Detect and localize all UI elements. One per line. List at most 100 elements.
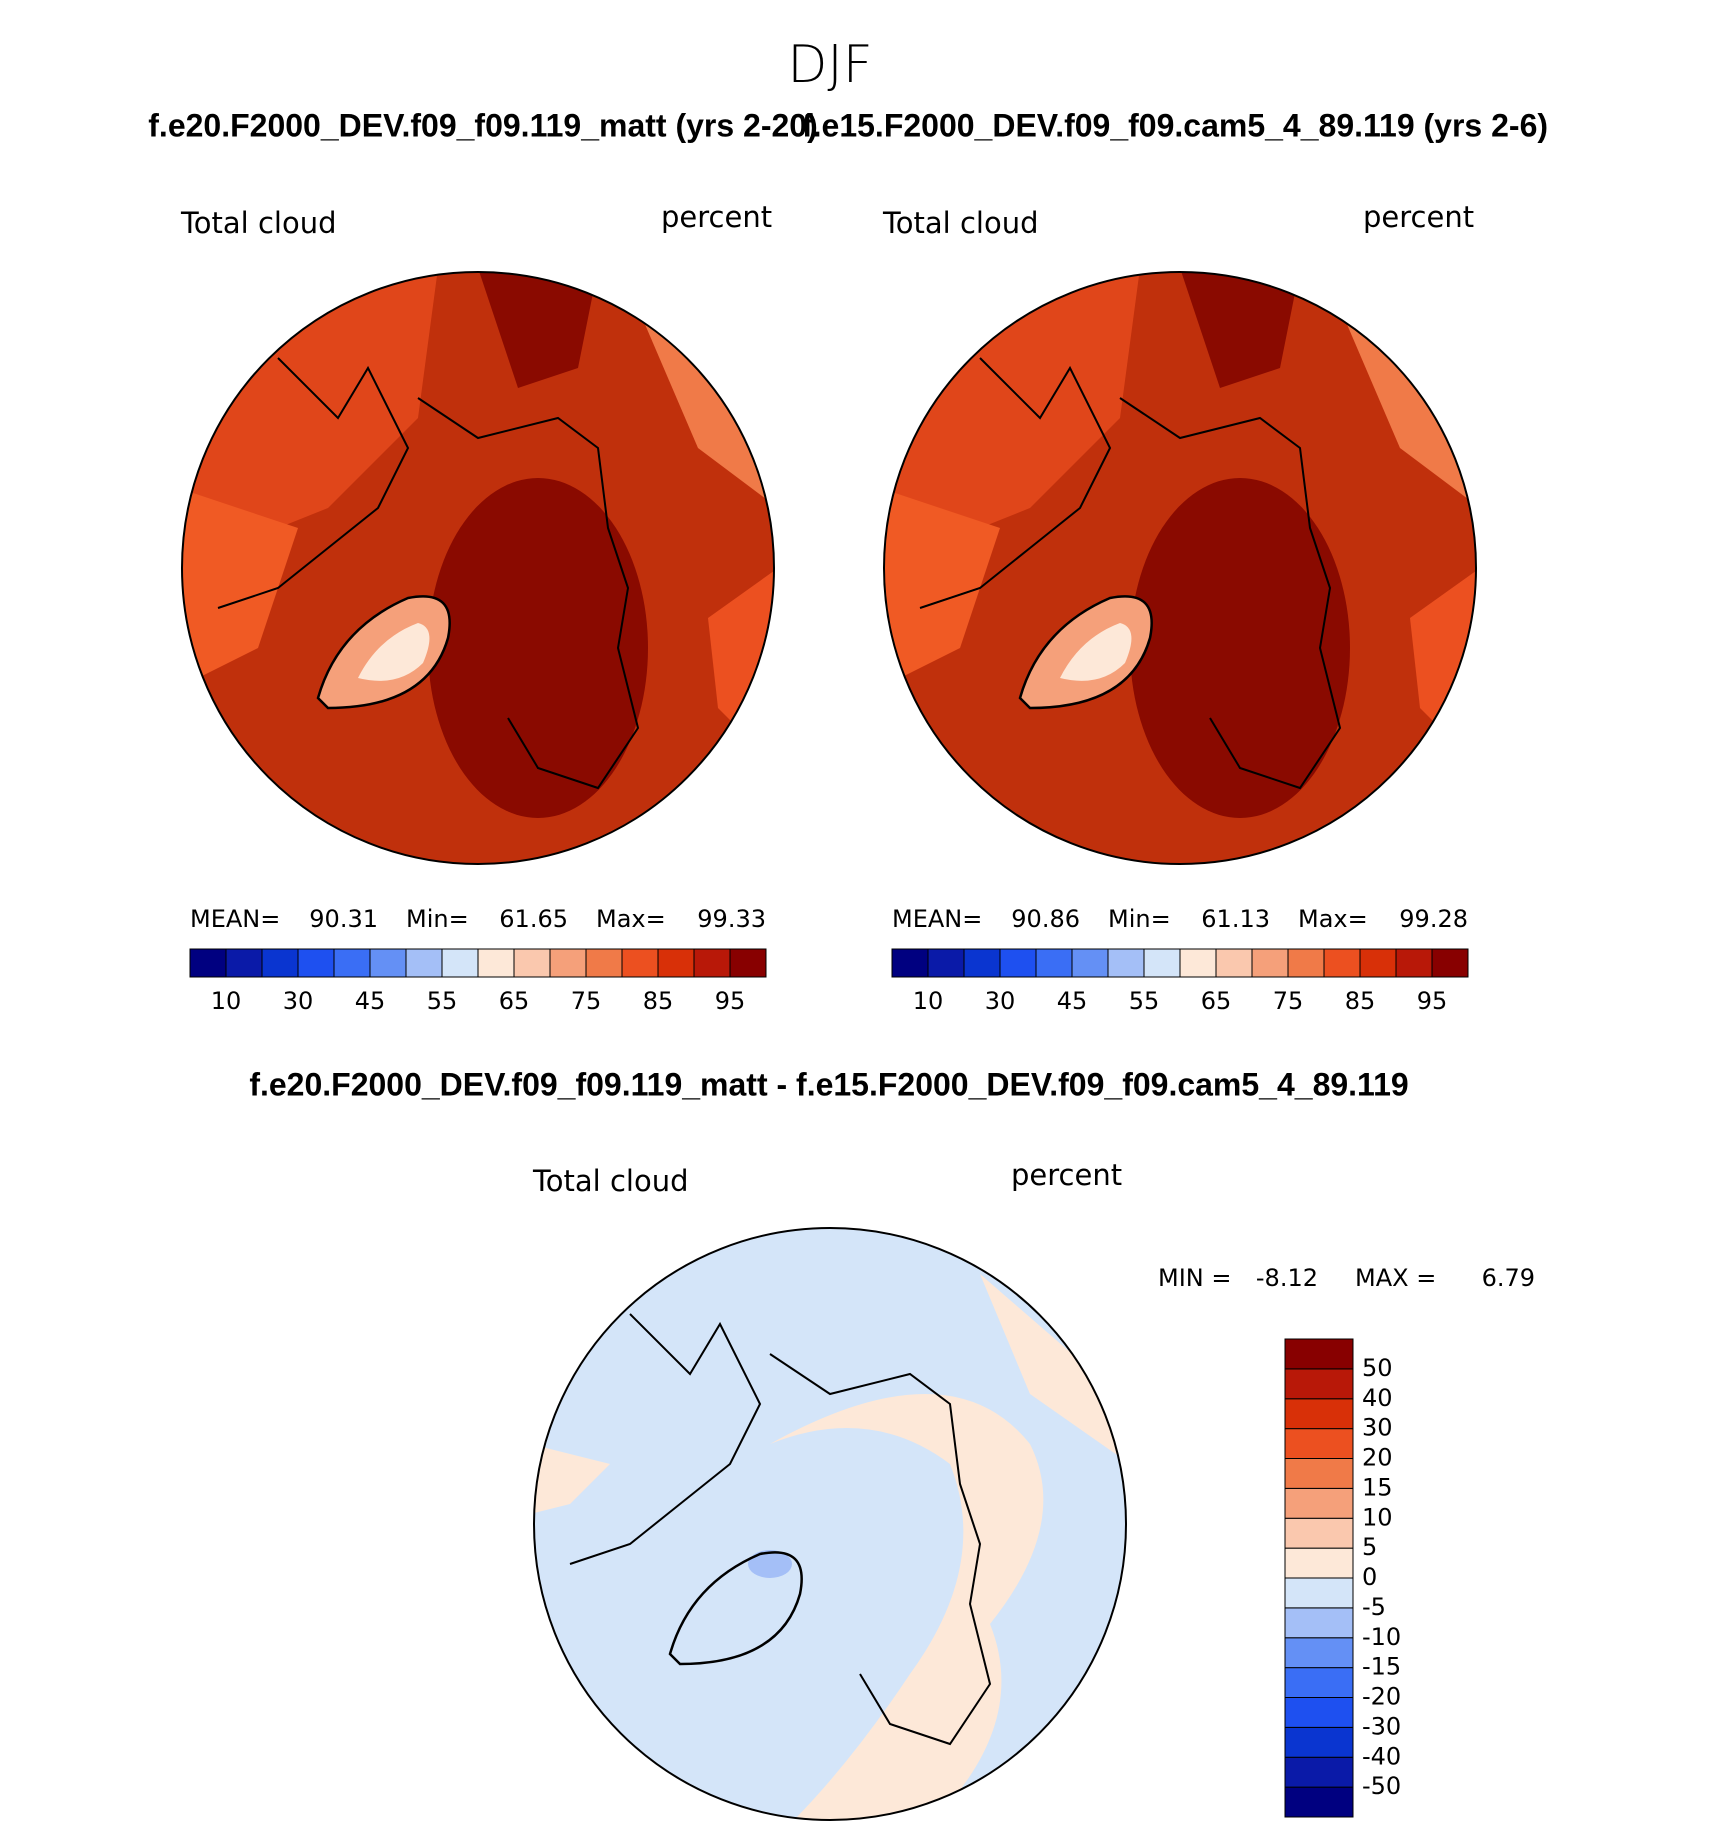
stat-label: MEAN= bbox=[190, 905, 280, 933]
colorbar-box bbox=[1284, 1786, 1354, 1818]
colorbar-box bbox=[261, 948, 299, 978]
colorbar-label: 0 bbox=[1362, 1563, 1377, 1591]
colorbar-label: 15 bbox=[1362, 1473, 1393, 1501]
colorbar-box bbox=[1284, 1398, 1354, 1430]
colorbar-box bbox=[729, 948, 767, 978]
colorbar-label: 10 bbox=[211, 987, 242, 1015]
colorbar-box bbox=[477, 948, 515, 978]
colorbar-box bbox=[1284, 1667, 1354, 1698]
stat-value: 99.33 bbox=[697, 905, 766, 933]
colorbar-label: 5 bbox=[1362, 1533, 1377, 1561]
stat-label: Min= bbox=[406, 905, 469, 933]
variable-label: Total cloud bbox=[180, 206, 336, 240]
colorbar-box bbox=[225, 948, 263, 978]
colorbar-box bbox=[621, 948, 659, 978]
colorbar-label: 45 bbox=[355, 987, 386, 1015]
colorbar-label: 85 bbox=[1345, 987, 1376, 1015]
map-left bbox=[178, 268, 778, 868]
colorbar-label: 55 bbox=[1129, 987, 1160, 1015]
colorbar-label: 95 bbox=[1417, 987, 1448, 1015]
colorbar-box bbox=[963, 948, 1001, 978]
colorbar-label: 30 bbox=[1362, 1414, 1393, 1442]
variable-label: Total cloud bbox=[532, 1164, 688, 1198]
colorbar-label: -30 bbox=[1362, 1712, 1401, 1740]
colorbar-box bbox=[1284, 1726, 1354, 1758]
map-right bbox=[880, 268, 1480, 868]
stat-value: 90.86 bbox=[1011, 905, 1080, 933]
colorbar-label: 95 bbox=[715, 987, 746, 1015]
colorbar-label: -5 bbox=[1362, 1593, 1386, 1621]
stat-value: 90.31 bbox=[309, 905, 378, 933]
colorbar-label: 65 bbox=[499, 987, 530, 1015]
colorbar-box bbox=[1107, 948, 1145, 978]
colorbar-box bbox=[999, 948, 1037, 978]
colorbar-box bbox=[1179, 948, 1217, 978]
stat-value: 6.79 bbox=[1482, 1264, 1535, 1292]
colorbar-label: 85 bbox=[643, 987, 674, 1015]
stat-label: MAX = bbox=[1355, 1264, 1436, 1292]
colorbar-box bbox=[441, 948, 479, 978]
stat-label: Min= bbox=[1108, 905, 1171, 933]
panel-title: f.e20.F2000_DEV.f09_f09.119_matt (yrs 2-… bbox=[148, 107, 817, 143]
colorbar-label: 30 bbox=[985, 987, 1016, 1015]
colorbar-box bbox=[1071, 948, 1109, 978]
colorbar-box bbox=[891, 948, 929, 978]
colorbar-label: 20 bbox=[1362, 1444, 1393, 1472]
colorbar-box bbox=[1284, 1338, 1354, 1370]
colorbar-box bbox=[1287, 948, 1325, 978]
colorbar-label: 10 bbox=[1362, 1503, 1393, 1531]
colorbar-box bbox=[549, 948, 587, 978]
colorbar-box bbox=[1215, 948, 1253, 978]
colorbar-label: -10 bbox=[1362, 1623, 1401, 1651]
colorbar-label: 40 bbox=[1362, 1384, 1393, 1412]
colorbar-box bbox=[1431, 948, 1469, 978]
stat-label: Max= bbox=[596, 905, 666, 933]
colorbar-label: 65 bbox=[1201, 987, 1232, 1015]
colorbar-label: 50 bbox=[1362, 1354, 1393, 1382]
colorbar-box bbox=[1359, 948, 1397, 978]
units-label: percent bbox=[1363, 200, 1474, 234]
colorbar-box bbox=[189, 948, 227, 978]
colorbar-label: 75 bbox=[571, 987, 602, 1015]
colorbar-box bbox=[1143, 948, 1181, 978]
colorbar-box bbox=[1251, 948, 1289, 978]
colorbar-box bbox=[1284, 1637, 1354, 1669]
colorbar-box bbox=[1284, 1487, 1354, 1519]
map-difference bbox=[533, 1227, 1127, 1821]
stat-value: -8.12 bbox=[1256, 1264, 1318, 1292]
colorbar-label: -40 bbox=[1362, 1742, 1401, 1770]
colorbar-box bbox=[1284, 1697, 1354, 1728]
stat-label: Max= bbox=[1298, 905, 1368, 933]
units-label: percent bbox=[661, 200, 772, 234]
colorbar-label: -20 bbox=[1362, 1683, 1401, 1711]
colorbar-box bbox=[657, 948, 695, 978]
stat-label: MEAN= bbox=[892, 905, 982, 933]
colorbar-label: 55 bbox=[427, 987, 458, 1015]
colorbar-box bbox=[1284, 1607, 1354, 1639]
units-label: percent bbox=[1011, 1158, 1122, 1192]
colorbar-box bbox=[405, 948, 443, 978]
panel-title: f.e20.F2000_DEV.f09_f09.119_matt - f.e15… bbox=[249, 1066, 1408, 1102]
colorbar-box bbox=[369, 948, 407, 978]
panel-title: f.e15.F2000_DEV.f09_f09.cam5_4_89.119 (y… bbox=[802, 107, 1548, 143]
colorbar-box bbox=[1284, 1517, 1354, 1549]
colorbar-box bbox=[1284, 1458, 1354, 1489]
colorbar-box bbox=[513, 948, 551, 978]
colorbar-label: -15 bbox=[1362, 1653, 1401, 1681]
colorbar-box bbox=[1323, 948, 1361, 978]
colorbar-box bbox=[1284, 1428, 1354, 1459]
colorbar-box bbox=[585, 948, 623, 978]
figure-title: DJF bbox=[787, 35, 872, 95]
colorbar-label: 10 bbox=[913, 987, 944, 1015]
stat-value: 99.28 bbox=[1399, 905, 1468, 933]
colorbar-box bbox=[693, 948, 731, 978]
colorbar-box bbox=[297, 948, 335, 978]
colorbar-box bbox=[1284, 1368, 1354, 1400]
colorbar-label: 30 bbox=[283, 987, 314, 1015]
stat-value: 61.65 bbox=[499, 905, 568, 933]
colorbar-label: -50 bbox=[1362, 1772, 1401, 1800]
colorbar-box bbox=[927, 948, 965, 978]
stat-value: 61.13 bbox=[1201, 905, 1270, 933]
colorbar-box bbox=[1284, 1756, 1354, 1788]
